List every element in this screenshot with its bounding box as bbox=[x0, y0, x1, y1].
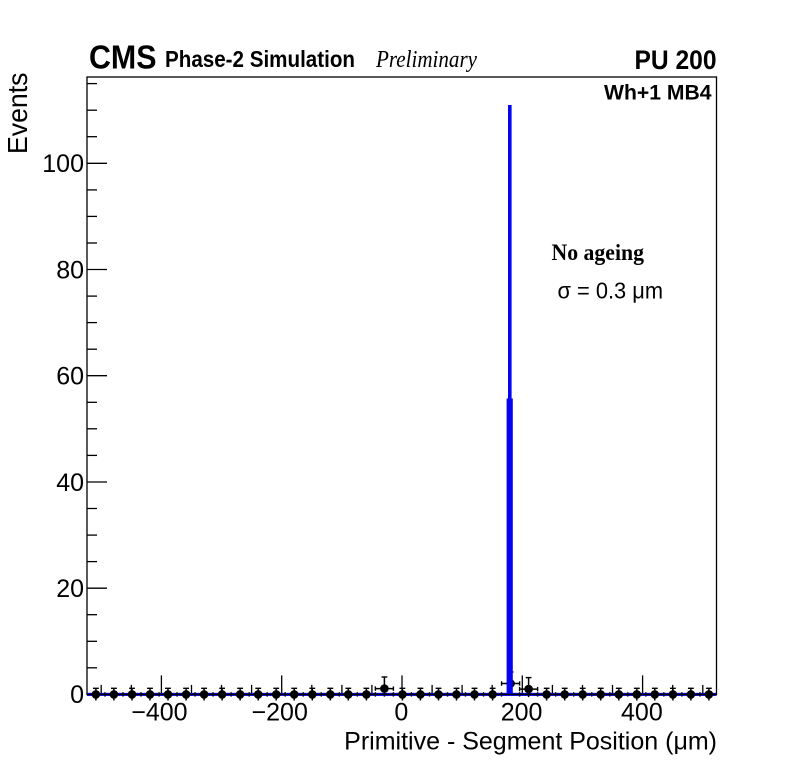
svg-text:100: 100 bbox=[42, 150, 84, 178]
svg-text:−200: −200 bbox=[252, 699, 308, 727]
svg-text:PU 200: PU 200 bbox=[635, 45, 717, 75]
svg-text:60: 60 bbox=[56, 363, 84, 391]
svg-text:0: 0 bbox=[70, 681, 84, 709]
svg-text:CMS: CMS bbox=[89, 39, 157, 76]
svg-text:Events: Events bbox=[2, 73, 33, 155]
svg-text:Wh+1 MB4: Wh+1 MB4 bbox=[604, 80, 712, 104]
svg-text:20: 20 bbox=[56, 575, 84, 603]
svg-text:80: 80 bbox=[56, 256, 84, 284]
svg-text:0: 0 bbox=[394, 699, 408, 727]
svg-text:40: 40 bbox=[56, 469, 84, 497]
svg-text:No ageing: No ageing bbox=[552, 240, 645, 266]
svg-text:Phase-2 Simulation: Phase-2 Simulation bbox=[165, 46, 355, 72]
svg-text:400: 400 bbox=[621, 699, 663, 727]
svg-text:σ = 0.3 μm: σ = 0.3 μm bbox=[558, 278, 664, 304]
svg-text:Preliminary: Preliminary bbox=[375, 47, 477, 73]
svg-text:−400: −400 bbox=[131, 699, 187, 727]
svg-text:Primitive - Segment Position (: Primitive - Segment Position (μm) bbox=[344, 728, 717, 756]
svg-text:200: 200 bbox=[501, 699, 543, 727]
